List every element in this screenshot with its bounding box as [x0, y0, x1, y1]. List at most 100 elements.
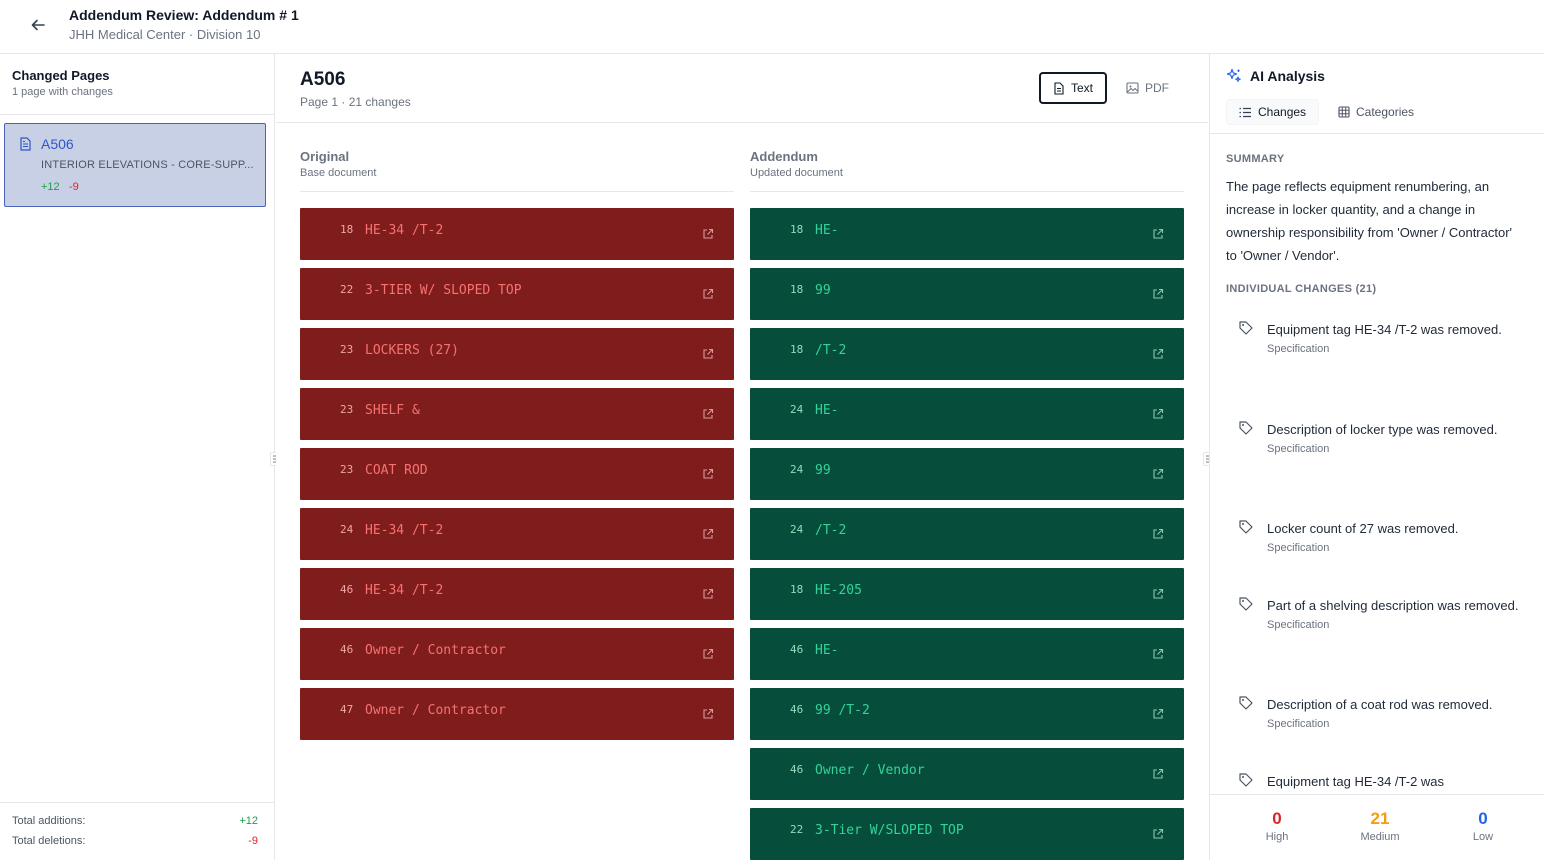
line-number: 46 [790, 703, 804, 716]
line-number: 22 [790, 823, 804, 836]
addendum-column-header: Addendum Updated document [750, 149, 1184, 192]
external-link-icon[interactable] [702, 407, 714, 425]
added-text: 3-Tier W/SLOPED TOP [815, 823, 964, 838]
external-link-icon[interactable] [1152, 827, 1164, 845]
change-category: Specification [1267, 718, 1330, 730]
external-link-icon[interactable] [1152, 467, 1164, 485]
sheet-title: A506 [300, 69, 346, 90]
back-button[interactable] [26, 13, 50, 37]
external-link-icon[interactable] [702, 587, 714, 605]
addendum-subtitle: Updated document [750, 167, 843, 179]
deletion-row[interactable]: 23 SHELF & [300, 388, 734, 440]
page-subtitle: JHH Medical Center · Division 10 [69, 27, 261, 42]
external-link-icon[interactable] [702, 647, 714, 665]
tag-icon [1238, 519, 1254, 540]
deletion-row[interactable]: 18 HE-34 /T-2 [300, 208, 734, 260]
external-link-icon[interactable] [702, 527, 714, 545]
tag-icon [1238, 772, 1254, 793]
summary-label: SUMMARY [1226, 153, 1285, 165]
added-text: Owner / Vendor [815, 763, 925, 778]
tab-categories[interactable]: Categories [1326, 99, 1426, 125]
stat-high-value: 0 [1272, 809, 1282, 828]
stat-medium-value: 21 [1370, 809, 1390, 828]
external-link-icon[interactable] [1152, 707, 1164, 725]
deletion-row[interactable]: 47 Owner / Contractor [300, 688, 734, 740]
deletion-row[interactable]: 46 Owner / Contractor [300, 628, 734, 680]
summary-text: The page reflects equipment renumbering,… [1226, 179, 1513, 263]
change-list-item[interactable]: Description of a coat rod was removed. S… [1238, 693, 1528, 730]
stat-low-label: Low [1472, 831, 1494, 843]
change-list-item[interactable]: Equipment tag HE-34 /T-2 was removed. Sp… [1238, 318, 1528, 355]
text-view-button[interactable]: Text [1039, 72, 1108, 104]
external-link-icon[interactable] [1152, 407, 1164, 425]
addition-row[interactable]: 22 3-Tier W/SLOPED TOP [750, 808, 1184, 860]
change-category: Specification [1267, 343, 1330, 355]
addition-row[interactable]: 24 99 [750, 448, 1184, 500]
deletion-row[interactable]: 22 3-TIER W/ SLOPED TOP [300, 268, 734, 320]
addition-row[interactable]: 24/T-2 [750, 508, 1184, 560]
external-link-icon[interactable] [1152, 527, 1164, 545]
deletion-row[interactable]: 46 HE-34 /T-2 [300, 568, 734, 620]
external-link-icon[interactable] [702, 287, 714, 305]
deleted-text: Owner / Contractor [365, 703, 506, 718]
external-link-icon[interactable] [702, 707, 714, 725]
addition-row[interactable]: 46 HE- [750, 628, 1184, 680]
stat-low-value: 0 [1478, 809, 1488, 828]
tab-categories-label: Categories [1356, 105, 1415, 119]
added-text: HE- [815, 223, 839, 238]
pdf-view-button[interactable]: PDF [1114, 72, 1181, 104]
page-name: A506 [41, 136, 74, 152]
external-link-icon[interactable] [1152, 767, 1164, 785]
added-text: 99 /T-2 [815, 703, 870, 718]
stat-high-label: High [1265, 831, 1289, 843]
stat-low: 0 Low [1443, 809, 1523, 843]
document-icon [19, 137, 32, 156]
page-list-item[interactable]: A506 INTERIOR ELEVATIONS - CORE-SUPP... … [4, 123, 266, 207]
total-deletions-value: -9 [248, 835, 258, 847]
line-number: 23 [340, 343, 354, 356]
tag-icon [1238, 596, 1254, 617]
change-category: Specification [1267, 619, 1330, 631]
changed-pages-panel: Changed Pages 1 page with changes A506 I… [0, 54, 275, 860]
added-text: /T-2 [815, 343, 847, 358]
external-link-icon[interactable] [1152, 347, 1164, 365]
deleted-text: LOCKERS (27) [365, 343, 459, 358]
change-category: Specification [1267, 542, 1330, 554]
external-link-icon[interactable] [702, 227, 714, 245]
change-list-item[interactable]: Locker count of 27 was removed. Specific… [1238, 517, 1528, 554]
external-link-icon[interactable] [1152, 227, 1164, 245]
line-number: 24 [790, 463, 804, 476]
tag-icon [1238, 320, 1254, 341]
addition-row[interactable]: 18 HE-205 [750, 568, 1184, 620]
image-icon [1126, 82, 1139, 94]
external-link-icon[interactable] [1152, 587, 1164, 605]
addendum-title: Addendum [750, 149, 818, 164]
deletion-row[interactable]: 23 COAT ROD [300, 448, 734, 500]
external-link-icon[interactable] [1152, 287, 1164, 305]
external-link-icon[interactable] [1152, 647, 1164, 665]
addition-row[interactable]: 18 99 [750, 268, 1184, 320]
text-view-label: Text [1071, 81, 1094, 95]
line-number: 46 [790, 763, 804, 776]
change-list-item[interactable]: Equipment tag HE-34 /T-2 was [1238, 770, 1528, 793]
line-number: 24 [790, 403, 804, 416]
external-link-icon[interactable] [702, 347, 714, 365]
addition-row[interactable]: 24 HE- [750, 388, 1184, 440]
change-list-item[interactable]: Part of a shelving description was remov… [1238, 594, 1528, 631]
added-text: /T-2 [815, 523, 847, 538]
addition-row[interactable]: 18/T-2 [750, 328, 1184, 380]
addition-row[interactable]: 46 99 /T-2 [750, 688, 1184, 740]
external-link-icon[interactable] [702, 467, 714, 485]
addition-row[interactable]: 18 HE- [750, 208, 1184, 260]
line-number: 24 [340, 523, 354, 536]
change-list-item[interactable]: Description of locker type was removed. … [1238, 418, 1528, 455]
page-additions: +12 [41, 181, 60, 193]
deletion-row[interactable]: 24 HE-34 /T-2 [300, 508, 734, 560]
line-number: 18 [790, 283, 804, 296]
added-text: 99 [815, 463, 831, 478]
added-text: HE- [815, 403, 839, 418]
deletion-row[interactable]: 23 LOCKERS (27) [300, 328, 734, 380]
line-number: 46 [340, 643, 354, 656]
addition-row[interactable]: 46 Owner / Vendor [750, 748, 1184, 800]
tab-changes[interactable]: Changes [1226, 99, 1320, 125]
